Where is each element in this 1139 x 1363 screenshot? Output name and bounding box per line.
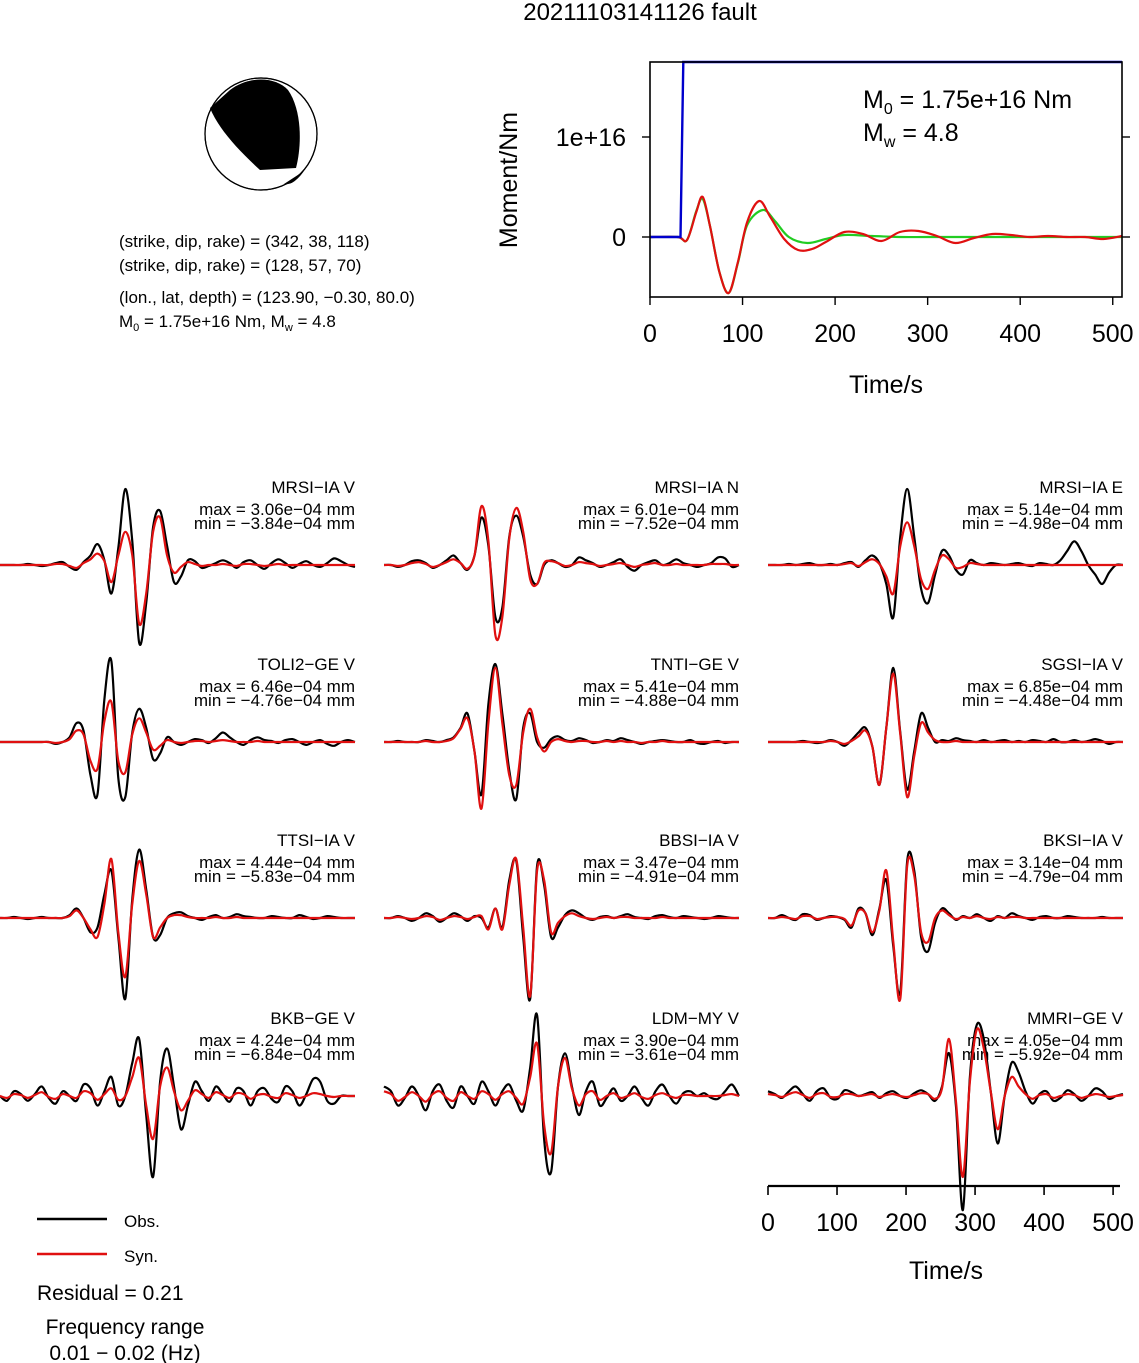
station-label: BKSI−IA V <box>1043 831 1124 850</box>
moment-series-red <box>649 195 1123 295</box>
amplitude-min: min = −5.92e−04 mm <box>962 1045 1123 1064</box>
moment-x-tick-label: 100 <box>722 320 764 348</box>
amplitude-max: max = 3.06e−04 mm <box>199 500 355 519</box>
amplitude-min: min = −3.61e−04 mm <box>578 1045 739 1064</box>
station-label: TNTI−GE V <box>651 655 740 674</box>
synthetic-trace <box>0 857 355 979</box>
station-label: MRSI−IA V <box>271 478 355 497</box>
station-label: TOLI2−GE V <box>258 655 356 674</box>
amplitude-min: min = −4.91e−04 mm <box>578 867 739 886</box>
amplitude-min: min = −3.84e−04 mm <box>194 514 355 533</box>
moment-x-axis-label: Time/s <box>849 371 923 399</box>
synthetic-trace <box>767 672 1123 799</box>
legend-syn-label: Syn. <box>124 1247 158 1266</box>
amplitude-max: max = 3.14e−04 mm <box>967 853 1123 872</box>
amplitude-max: max = 4.24e−04 mm <box>199 1031 355 1050</box>
source-info: (strike, dip, rake) = (342, 38, 118) (st… <box>119 232 415 334</box>
amplitude-min: min = −4.76e−04 mm <box>194 691 355 710</box>
location-depth: (lon., lat, depth) = (123.90, −0.30, 80.… <box>119 288 415 307</box>
waveform-x-tick-label: 100 <box>816 1209 858 1237</box>
amplitude-max: max = 5.14e−04 mm <box>967 500 1123 519</box>
synthetic-trace <box>767 855 1123 1002</box>
moment-y-axis-label: Moment/Nm <box>495 112 523 248</box>
amplitude-max: max = 6.85e−04 mm <box>967 677 1123 696</box>
synthetic-trace <box>383 1041 740 1156</box>
moment-x-tick-label: 200 <box>814 320 856 348</box>
figure-title: 20211103141126 fault <box>523 0 757 26</box>
moment-y-tick-label: 0 <box>612 224 626 252</box>
amplitude-min: min = −6.84e−04 mm <box>194 1045 355 1064</box>
synthetic-trace <box>383 504 740 642</box>
synthetic-trace <box>0 1056 355 1140</box>
waveform-x-tick-label: 300 <box>954 1209 996 1237</box>
amplitude-min: min = −7.52e−04 mm <box>578 514 739 533</box>
synthetic-trace <box>0 699 355 776</box>
amplitude-max: max = 3.90e−04 mm <box>583 1031 739 1050</box>
synthetic-trace <box>767 1027 1124 1178</box>
waveform-x-tick-label: 400 <box>1023 1209 1065 1237</box>
amplitude-min: min = −4.79e−04 mm <box>962 867 1123 886</box>
amplitude-min: min = −4.48e−04 mm <box>962 691 1123 710</box>
station-label: BBSI−IA V <box>659 831 740 850</box>
moment-x-tick-label: 500 <box>1092 320 1134 348</box>
waveform-x-axis-label: Time/s <box>909 1257 983 1285</box>
station-label: BKB−GE V <box>270 1009 355 1028</box>
waveform-x-tick-label: 500 <box>1092 1209 1134 1237</box>
moment-m0-label: M0 = 1.75e+16 Nm <box>863 86 1072 118</box>
beachball-icon <box>204 77 318 191</box>
station-label: LDM−MY V <box>652 1009 740 1028</box>
frequency-range-label: Frequency range <box>46 1316 205 1339</box>
waveform-time-axis: Time/s 0 100 200 300 400 500 <box>761 1184 1134 1285</box>
residual-value: Residual = 0.21 <box>37 1282 184 1305</box>
nodal-plane-2: (strike, dip, rake) = (128, 57, 70) <box>119 256 361 275</box>
station-label: MRSI−IA E <box>1039 478 1123 497</box>
moment-x-tick-label: 0 <box>643 320 657 348</box>
synthetic-trace <box>383 666 739 810</box>
moment-mw-label: Mw = 4.8 <box>863 119 959 151</box>
moment-magnitude-line: M0 = 1.75e+16 Nm, Mw = 4.8 <box>119 312 336 334</box>
waveform-x-tick-label: 0 <box>761 1209 775 1237</box>
moment-x-tick-label: 300 <box>907 320 949 348</box>
waveform-x-tick-label: 200 <box>885 1209 927 1237</box>
moment-plot-frame <box>649 61 1123 298</box>
amplitude-min: min = −4.98e−04 mm <box>962 514 1123 533</box>
synthetic-trace <box>0 515 355 627</box>
amplitude-max: max = 3.47e−04 mm <box>583 853 739 872</box>
amplitude-max: max = 5.41e−04 mm <box>583 677 739 696</box>
moment-x-tick-label: 400 <box>999 320 1041 348</box>
observed-trace <box>0 487 356 647</box>
station-label: TTSI−IA V <box>277 831 356 850</box>
station-label: SGSI−IA V <box>1041 655 1123 674</box>
amplitude-min: min = −5.83e−04 mm <box>194 867 355 886</box>
moment-y-tick-label: 1e+16 <box>556 124 626 152</box>
legend: Obs. Syn. <box>37 1212 160 1266</box>
station-label: MMRI−GE V <box>1027 1009 1124 1028</box>
amplitude-max: max = 6.46e−04 mm <box>199 677 355 696</box>
amplitude-min: min = −4.88e−04 mm <box>578 691 739 710</box>
legend-obs-label: Obs. <box>124 1212 160 1231</box>
station-label: MRSI−IA N <box>654 478 739 497</box>
nodal-plane-1: (strike, dip, rake) = (342, 38, 118) <box>119 232 370 251</box>
synthetic-trace <box>383 856 739 999</box>
amplitude-max: max = 6.01e−04 mm <box>583 500 739 519</box>
amplitude-max: max = 4.05e−04 mm <box>967 1031 1123 1050</box>
synthetic-trace <box>767 521 1123 596</box>
frequency-range-value: 0.01 − 0.02 (Hz) <box>49 1342 200 1363</box>
amplitude-max: max = 4.44e−04 mm <box>199 853 355 872</box>
